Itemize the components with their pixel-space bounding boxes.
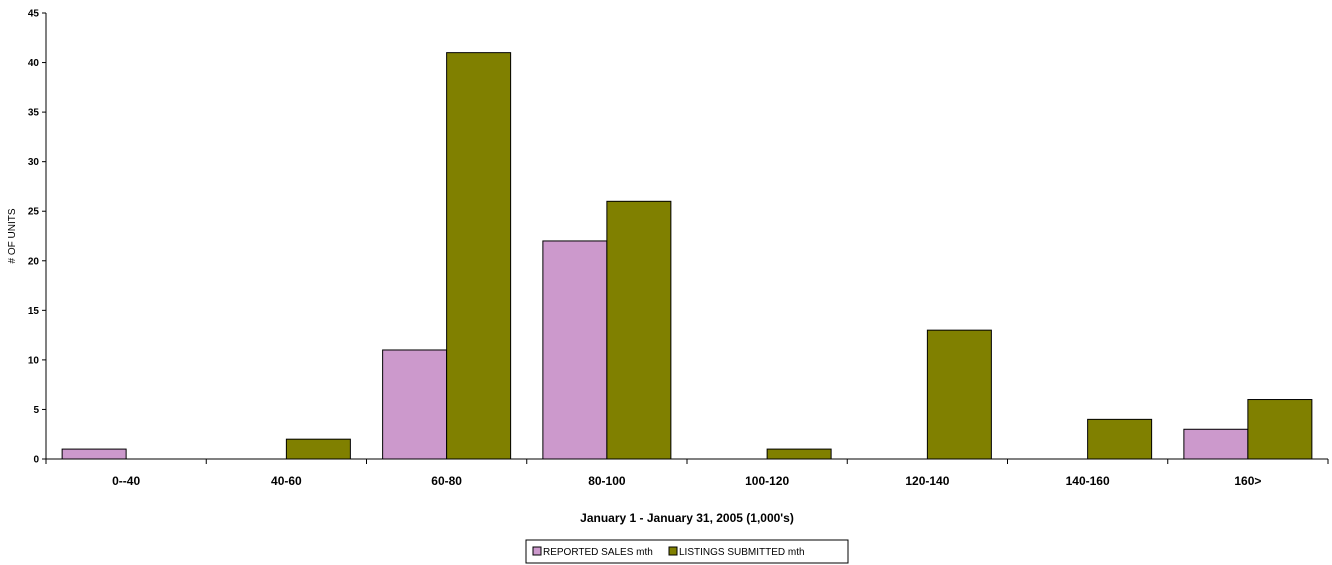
bar-listings-submitted (926, 329, 992, 460)
y-tick-label: 45 (28, 9, 40, 20)
x-tick-label: 0--40 (112, 474, 140, 488)
bar-listings-submitted (1087, 418, 1153, 460)
y-tick-label: 10 (28, 355, 40, 366)
legend-swatch-listings-submitted (668, 546, 678, 556)
legend-swatch-reported-sales (532, 546, 542, 556)
legend-label-listings-submitted: LISTINGS SUBMITTED mth (679, 547, 805, 558)
bars (61, 52, 1313, 460)
x-tick-label: 80-100 (588, 474, 626, 488)
y-tick-label: 35 (28, 108, 40, 119)
y-tick-label: 0 (33, 455, 39, 466)
x-tick-label: 60-80 (431, 474, 462, 488)
x-axis-title: January 1 - January 31, 2005 (1,000's) (580, 511, 794, 525)
bar-reported-sales (1183, 428, 1249, 460)
bar-listings-submitted (446, 52, 512, 460)
x-tick-label: 40-60 (271, 474, 302, 488)
y-axis: 0 5 10 15 20 25 30 35 40 45 (28, 9, 47, 466)
bar-listings-submitted (285, 438, 351, 460)
bar-reported-sales (61, 448, 127, 460)
y-tick-label: 20 (28, 256, 40, 267)
x-tick-label: 160> (1234, 474, 1261, 488)
legend-box (525, 539, 849, 564)
x-tick-label: 120-140 (905, 474, 949, 488)
bar-reported-sales (542, 240, 608, 460)
bar-reported-sales (382, 349, 448, 460)
y-tick-label: 5 (33, 405, 39, 416)
bar-listings-submitted (1247, 399, 1313, 460)
legend: REPORTED SALES mth LISTINGS SUBMITTED mt… (525, 539, 849, 564)
x-axis: 0--40 40-60 60-80 80-100 100-120 120-140 140-1… (45, 458, 1329, 488)
y-tick-label: 15 (28, 306, 40, 317)
legend-label-reported-sales: REPORTED SALES mth (543, 547, 653, 558)
y-tick-label: 40 (28, 58, 40, 69)
y-tick-label: 25 (28, 207, 40, 218)
bar-listings-submitted (606, 200, 672, 460)
y-tick-label: 30 (28, 157, 40, 168)
x-tick-label: 140-160 (1066, 474, 1110, 488)
bar-listings-submitted (766, 448, 832, 460)
x-tick-label: 100-120 (745, 474, 789, 488)
y-axis-title: # OF UNITS (7, 208, 18, 263)
